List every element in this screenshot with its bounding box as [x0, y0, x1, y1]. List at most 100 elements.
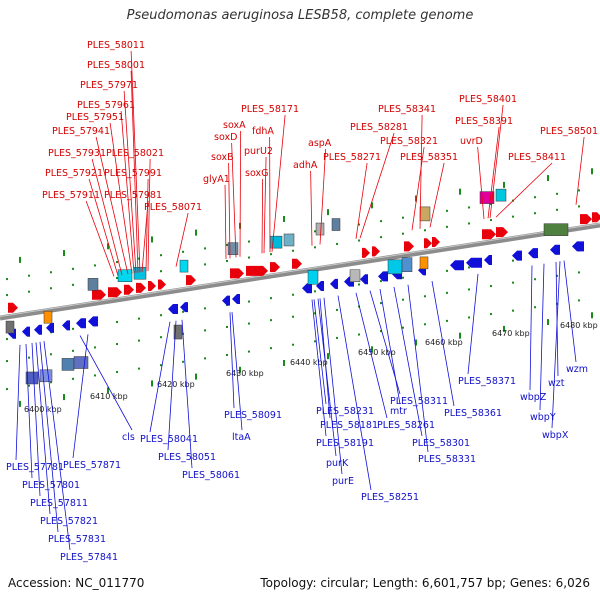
track-dot-0 — [468, 206, 470, 209]
map-title: Pseudomonas aeruginosa LESB58, complete … — [126, 8, 474, 23]
forward-gene-arrow — [108, 287, 122, 298]
reverse-leader-line — [379, 289, 401, 405]
forward-gene-arrow — [404, 241, 414, 252]
track-dot-0 — [160, 254, 162, 257]
reverse-leader-line — [35, 342, 51, 515]
reverse-leader-line — [231, 312, 243, 431]
reverse-leader-line — [311, 299, 327, 437]
reverse-gene-label: PLES_58051 — [158, 452, 216, 463]
reverse-gene-label: wbpY — [530, 412, 556, 423]
reverse-gene-arrow — [180, 302, 188, 313]
track-dot-3 — [314, 312, 316, 315]
track-dot-3 — [72, 349, 74, 352]
forward-gene-label: PLES_58271 — [323, 152, 381, 163]
reverse-gene-arrow — [572, 241, 584, 252]
feature-layer — [5, 188, 600, 385]
track-dot-1 — [72, 283, 74, 286]
track-dot-0 — [314, 230, 316, 233]
track-dot-2 — [6, 338, 8, 341]
track-dot-2 — [72, 327, 74, 330]
forward-leader-line — [145, 178, 149, 272]
feature-block — [331, 218, 341, 231]
forward-gene-arrow — [292, 258, 302, 269]
forward-leader-line — [239, 130, 242, 257]
scale-label: 6480 kbp — [560, 321, 598, 330]
feature-block — [419, 256, 429, 270]
reverse-leader-line — [529, 265, 533, 391]
reverse-gene-label: PLES_58361 — [444, 408, 502, 419]
track-dot-0 — [380, 220, 382, 223]
track-dot-1 — [270, 253, 272, 256]
forward-gene-label: soxD — [214, 132, 237, 143]
reverse-gene-arrow — [378, 271, 388, 282]
reverse-leader-line — [393, 286, 423, 437]
reverse-leader-line — [167, 320, 177, 451]
reverse-gene-label: PLES_58181 — [320, 420, 378, 431]
track-dot-1 — [556, 208, 558, 211]
reverse-gene-arrow — [550, 244, 560, 255]
forward-gene-label: soxA — [223, 120, 246, 131]
track-dot-1 — [534, 212, 536, 215]
track-dot-2 — [292, 293, 294, 296]
track-dot-2 — [204, 307, 206, 310]
track-dot-1 — [314, 246, 316, 249]
track-dot-4 — [446, 319, 448, 322]
forward-gene-label: PLES_58391 — [455, 116, 513, 127]
forward-gene-arrow — [246, 265, 268, 276]
reverse-leader-line — [551, 261, 561, 429]
track-dot-4 — [292, 343, 294, 346]
track-dot-3 — [116, 343, 118, 346]
track-dot-4 — [204, 357, 206, 360]
track-dot-1 — [160, 270, 162, 273]
forward-gene-label: PLES_57941 — [52, 126, 110, 137]
reverse-leader-line — [355, 292, 388, 419]
track-dot-3 — [204, 329, 206, 332]
forward-leader-line — [109, 122, 133, 274]
reverse-gene-label: PLES_57781 — [6, 462, 64, 473]
forward-leader-line — [224, 184, 227, 259]
forward-gene-arrow — [496, 227, 508, 238]
reverse-gene-label: PLES_58301 — [412, 438, 470, 449]
forward-leader-line — [85, 200, 115, 277]
forward-leader-line — [261, 178, 264, 254]
reverse-leader-line — [467, 273, 479, 375]
forward-leader-line — [429, 162, 445, 228]
track-dot-4 — [380, 330, 382, 333]
forward-gene-arrow — [372, 246, 380, 257]
track-dot-0 — [248, 240, 250, 243]
reverse-gene-arrow — [168, 303, 178, 314]
forward-gene-label: PLES_58411 — [508, 152, 566, 163]
track-dot-1 — [512, 215, 514, 218]
reverse-gene-label: PLES_58191 — [316, 438, 374, 449]
reverse-gene-arrow — [76, 318, 86, 329]
forward-gene-arrow — [270, 262, 280, 273]
feature-block — [307, 270, 319, 285]
forward-gene-arrow — [158, 279, 166, 290]
track-dot-2 — [160, 314, 162, 317]
forward-gene-arrow — [592, 212, 600, 223]
track-dot-0 — [446, 209, 448, 212]
track-dot-1 — [50, 287, 52, 290]
reverse-gene-arrow — [528, 248, 538, 259]
forward-gene-label: PLES_58071 — [144, 202, 202, 213]
track-dot-1 — [248, 256, 250, 259]
track-dot-2 — [402, 276, 404, 279]
forward-leader-line — [95, 136, 129, 275]
forward-leader-line — [130, 70, 139, 273]
track-dot-3 — [380, 302, 382, 305]
track-dot-4 — [424, 323, 426, 326]
track-dot-0 — [138, 257, 140, 260]
reverse-gene-arrow — [22, 326, 30, 337]
forward-gene-arrow — [8, 302, 18, 313]
forward-leader-line — [489, 104, 504, 219]
track-dot-1 — [578, 205, 580, 208]
reverse-gene-label: PLES_57871 — [63, 460, 121, 471]
forward-gene-arrow — [136, 282, 146, 293]
track-dot-2 — [116, 321, 118, 324]
forward-leader-line — [319, 148, 327, 245]
track-dot-2 — [468, 266, 470, 269]
track-dot-0 — [402, 216, 404, 219]
reverse-gene-label: PLES_58331 — [418, 454, 476, 465]
track-dot-3 — [270, 319, 272, 322]
forward-gene-arrow — [482, 229, 496, 240]
